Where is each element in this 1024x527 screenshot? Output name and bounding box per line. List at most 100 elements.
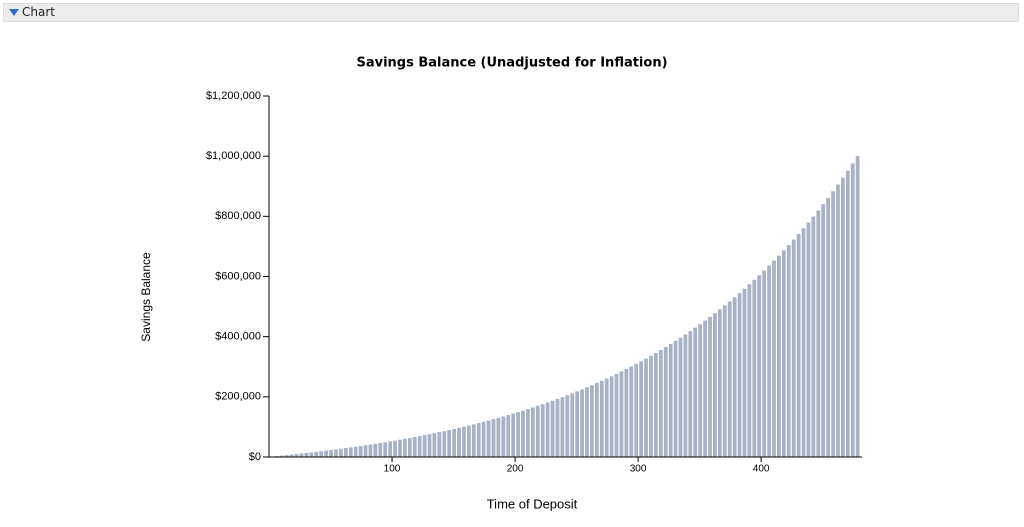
bar	[683, 334, 688, 457]
bar	[624, 369, 629, 457]
bar	[767, 265, 771, 457]
bar	[806, 222, 811, 457]
bar	[619, 371, 624, 457]
bar	[496, 417, 501, 457]
bar	[378, 443, 383, 457]
bar	[383, 442, 388, 457]
x-tick-label: 400	[753, 464, 770, 475]
bar	[501, 416, 506, 457]
bar	[781, 250, 786, 457]
bar	[747, 284, 752, 457]
bar	[663, 347, 668, 457]
bar	[530, 407, 535, 457]
bar	[693, 327, 698, 457]
bar	[732, 297, 737, 457]
y-tick-label: $200,000	[215, 391, 261, 403]
bar	[594, 383, 599, 457]
bar	[836, 184, 840, 457]
y-tick-label: $800,000	[215, 210, 261, 222]
bar	[757, 275, 762, 457]
bar	[614, 373, 619, 457]
bar	[279, 455, 284, 457]
bar	[609, 376, 614, 457]
collapse-icon[interactable]	[9, 9, 19, 17]
bar	[462, 426, 466, 457]
bar	[403, 438, 407, 457]
bar	[373, 443, 378, 457]
bar	[599, 380, 604, 457]
bar	[850, 163, 855, 457]
bar	[791, 239, 796, 457]
bar	[762, 270, 767, 457]
bar	[658, 350, 663, 457]
bar	[560, 397, 565, 457]
bar	[777, 255, 781, 457]
bar	[727, 301, 732, 457]
bar	[506, 415, 511, 457]
bar	[393, 440, 397, 457]
bar	[801, 228, 806, 457]
bar	[540, 404, 545, 457]
bar	[703, 320, 707, 457]
bar	[717, 309, 722, 457]
bar	[422, 435, 427, 457]
bar	[476, 423, 481, 457]
bar	[742, 288, 747, 457]
bar	[713, 313, 717, 457]
bar	[845, 170, 850, 457]
bar	[304, 452, 309, 457]
y-tick-label: $1,000,000	[206, 150, 261, 162]
bar	[831, 191, 835, 457]
bar	[442, 431, 447, 457]
bar	[821, 204, 826, 457]
bar	[653, 352, 658, 457]
y-tick-label: $0	[249, 451, 261, 463]
bar	[649, 355, 653, 457]
bar	[545, 402, 550, 457]
bar	[437, 432, 442, 457]
x-tick-label: 300	[630, 464, 647, 475]
bar	[840, 177, 845, 457]
bar	[580, 389, 584, 457]
bar	[639, 361, 644, 457]
bar	[412, 437, 417, 457]
bar	[471, 424, 476, 457]
bar	[673, 340, 678, 457]
chart-title: Savings Balance (Unadjusted for Inflatio…	[356, 56, 667, 71]
bar	[629, 366, 634, 457]
bar	[634, 363, 639, 457]
bar	[737, 293, 742, 457]
bar	[521, 410, 525, 457]
bar	[348, 447, 353, 457]
bar	[708, 316, 712, 457]
y-tick-label: $400,000	[215, 331, 261, 343]
bar	[816, 210, 821, 457]
bar	[698, 324, 703, 457]
bar	[319, 451, 324, 457]
bar	[329, 450, 333, 457]
panel-title[interactable]: Chart	[22, 5, 55, 19]
bar	[555, 398, 560, 457]
bar	[688, 331, 693, 457]
bar	[486, 420, 491, 457]
bar	[427, 434, 432, 457]
bar	[452, 428, 457, 457]
bar	[575, 391, 580, 457]
bar	[722, 305, 727, 457]
y-tick-label: $1,200,000	[206, 90, 261, 102]
bar	[284, 455, 289, 457]
bar	[826, 197, 831, 457]
bar	[457, 427, 461, 457]
bar	[432, 433, 437, 457]
bar	[363, 445, 368, 457]
bar	[772, 260, 776, 457]
panel-header[interactable]: Chart	[3, 3, 1019, 22]
y-tick-label: $600,000	[215, 270, 261, 282]
bar	[294, 454, 299, 457]
bar	[368, 444, 373, 457]
bar	[585, 387, 589, 457]
bar	[570, 393, 575, 457]
bar	[604, 378, 609, 457]
